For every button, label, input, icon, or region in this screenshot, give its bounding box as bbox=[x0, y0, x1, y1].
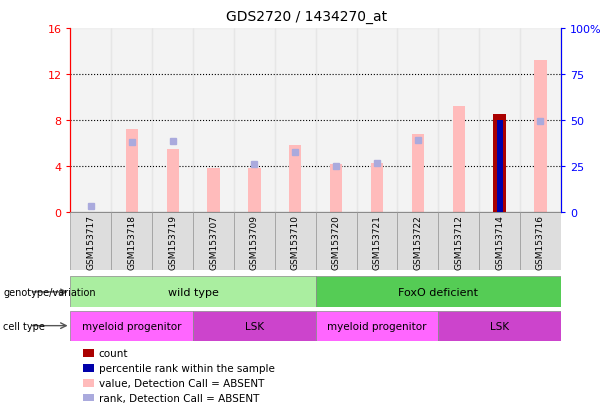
Text: GSM153707: GSM153707 bbox=[209, 214, 218, 269]
Text: GSM153718: GSM153718 bbox=[128, 214, 136, 269]
FancyBboxPatch shape bbox=[316, 277, 561, 308]
Bar bbox=[275, 29, 316, 213]
FancyBboxPatch shape bbox=[479, 213, 520, 271]
Text: GSM153710: GSM153710 bbox=[291, 214, 300, 269]
Text: LSK: LSK bbox=[245, 321, 264, 331]
Text: rank, Detection Call = ABSENT: rank, Detection Call = ABSENT bbox=[99, 393, 259, 403]
FancyBboxPatch shape bbox=[70, 213, 112, 271]
Bar bbox=[207, 169, 219, 213]
Text: percentile rank within the sample: percentile rank within the sample bbox=[99, 363, 275, 373]
Text: wild type: wild type bbox=[168, 287, 218, 297]
Text: count: count bbox=[99, 348, 128, 358]
Text: myeloid progenitor: myeloid progenitor bbox=[82, 321, 181, 331]
Bar bbox=[289, 146, 302, 213]
Bar bbox=[126, 130, 138, 213]
FancyBboxPatch shape bbox=[112, 213, 152, 271]
FancyBboxPatch shape bbox=[193, 213, 234, 271]
Bar bbox=[234, 29, 275, 213]
FancyBboxPatch shape bbox=[520, 213, 561, 271]
Text: GSM153719: GSM153719 bbox=[168, 214, 177, 269]
Bar bbox=[330, 164, 342, 213]
FancyBboxPatch shape bbox=[70, 311, 193, 341]
Bar bbox=[152, 29, 193, 213]
FancyBboxPatch shape bbox=[275, 213, 316, 271]
FancyBboxPatch shape bbox=[397, 213, 438, 271]
Text: genotype/variation: genotype/variation bbox=[3, 287, 96, 297]
Text: GSM153716: GSM153716 bbox=[536, 214, 545, 269]
Text: GSM153722: GSM153722 bbox=[413, 214, 422, 269]
Bar bbox=[452, 107, 465, 213]
FancyBboxPatch shape bbox=[316, 311, 438, 341]
Bar bbox=[167, 150, 179, 213]
Bar bbox=[193, 29, 234, 213]
Text: FoxO deficient: FoxO deficient bbox=[398, 287, 478, 297]
Text: GDS2720 / 1434270_at: GDS2720 / 1434270_at bbox=[226, 10, 387, 24]
FancyBboxPatch shape bbox=[152, 213, 193, 271]
Bar bbox=[493, 115, 506, 213]
Bar bbox=[248, 169, 261, 213]
Text: GSM153714: GSM153714 bbox=[495, 214, 504, 269]
Text: cell type: cell type bbox=[3, 321, 45, 331]
Bar bbox=[535, 61, 547, 213]
Bar bbox=[497, 121, 503, 213]
Bar bbox=[479, 29, 520, 213]
Bar bbox=[397, 29, 438, 213]
Bar bbox=[371, 163, 383, 213]
Bar bbox=[316, 29, 357, 213]
FancyBboxPatch shape bbox=[357, 213, 397, 271]
Bar bbox=[112, 29, 152, 213]
Bar bbox=[412, 135, 424, 213]
FancyBboxPatch shape bbox=[316, 213, 357, 271]
FancyBboxPatch shape bbox=[438, 311, 561, 341]
Text: LSK: LSK bbox=[490, 321, 509, 331]
Text: myeloid progenitor: myeloid progenitor bbox=[327, 321, 427, 331]
Bar bbox=[70, 29, 112, 213]
Text: GSM153712: GSM153712 bbox=[454, 214, 463, 269]
Bar bbox=[357, 29, 397, 213]
Text: GSM153717: GSM153717 bbox=[86, 214, 96, 269]
Bar bbox=[520, 29, 561, 213]
FancyBboxPatch shape bbox=[193, 311, 316, 341]
FancyBboxPatch shape bbox=[234, 213, 275, 271]
FancyBboxPatch shape bbox=[70, 277, 316, 308]
Text: value, Detection Call = ABSENT: value, Detection Call = ABSENT bbox=[99, 378, 264, 388]
FancyBboxPatch shape bbox=[438, 213, 479, 271]
Text: GSM153721: GSM153721 bbox=[373, 214, 381, 269]
Text: GSM153720: GSM153720 bbox=[332, 214, 341, 269]
Bar bbox=[438, 29, 479, 213]
Text: GSM153709: GSM153709 bbox=[250, 214, 259, 269]
